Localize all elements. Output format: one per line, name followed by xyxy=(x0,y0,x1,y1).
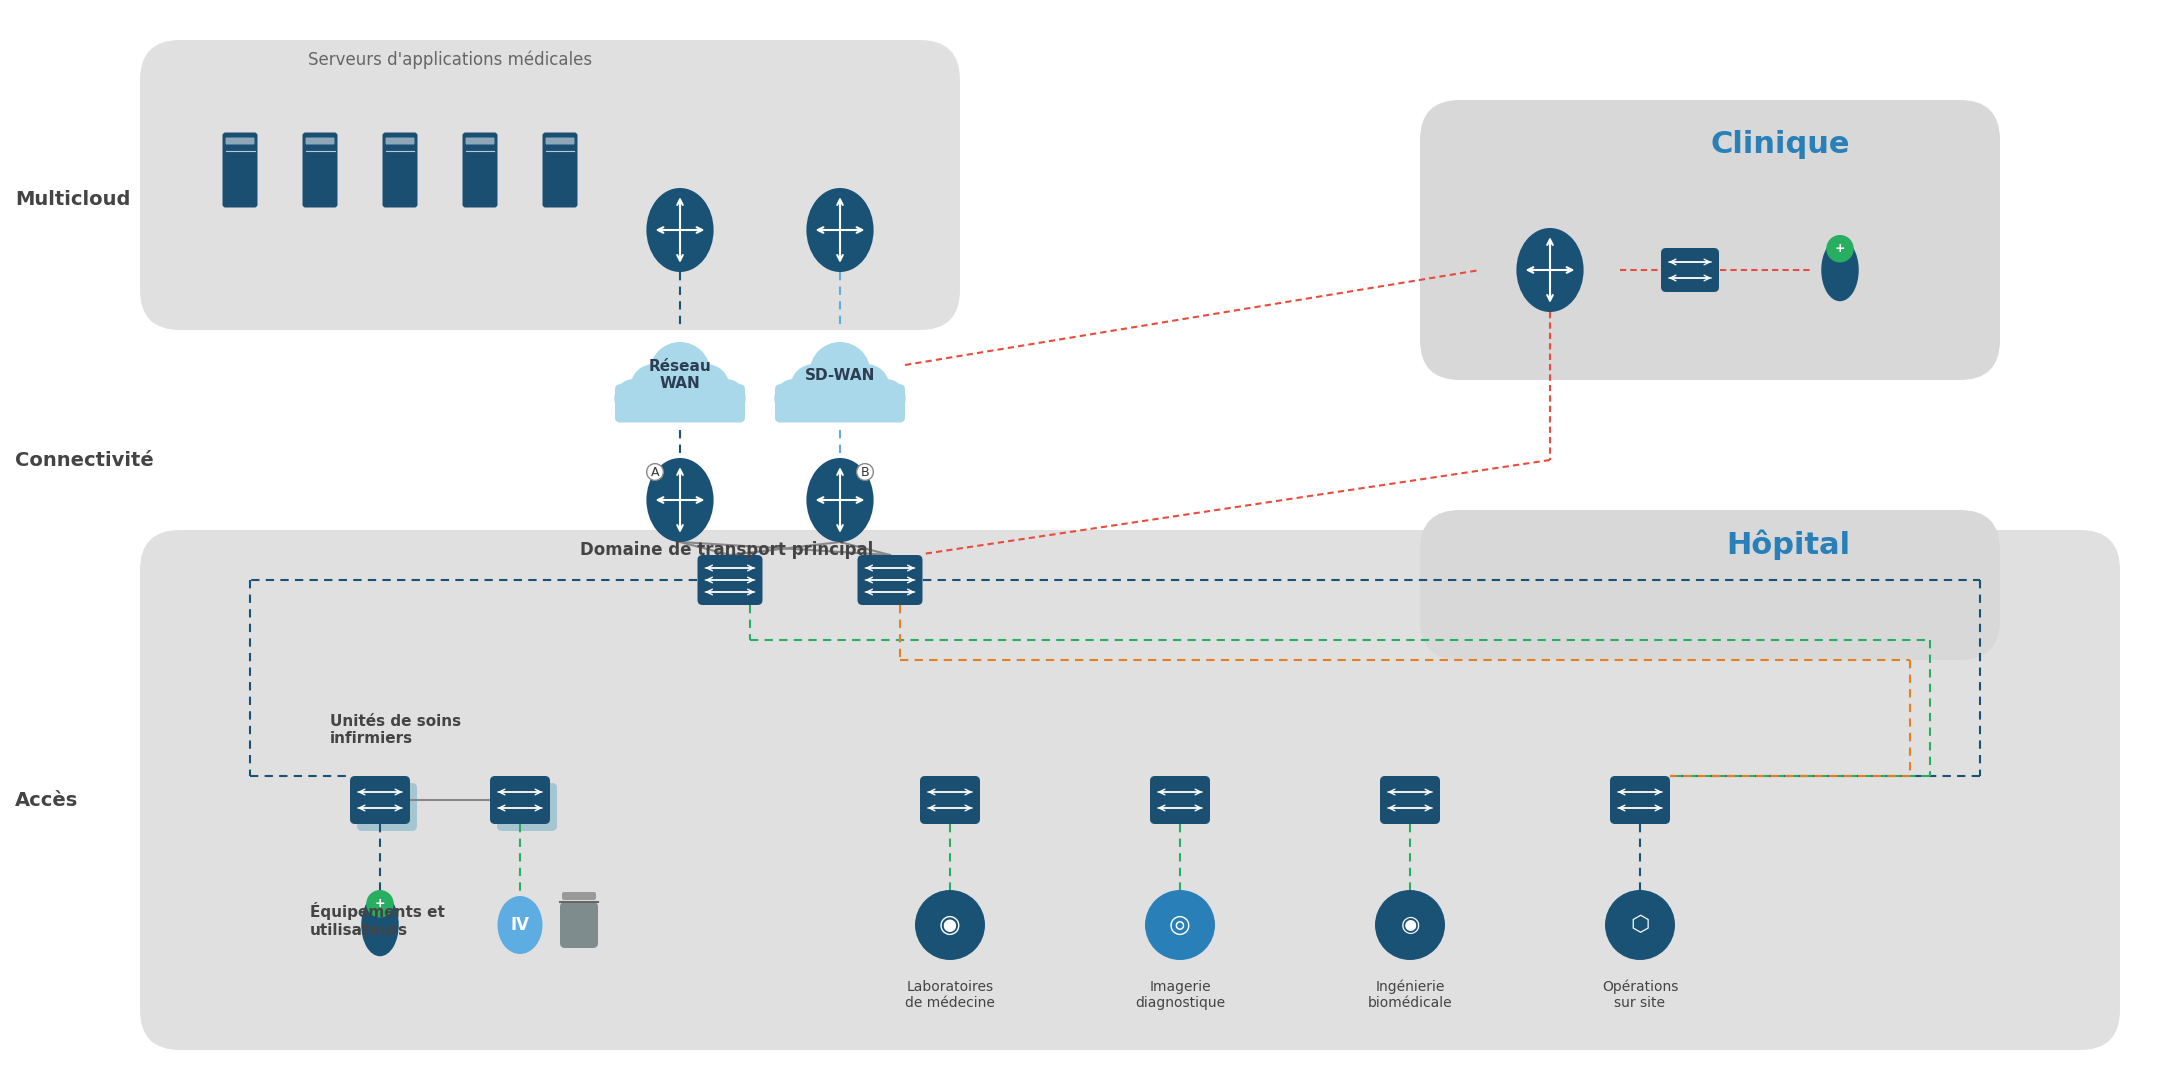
Ellipse shape xyxy=(1821,239,1860,301)
FancyBboxPatch shape xyxy=(140,40,959,330)
FancyBboxPatch shape xyxy=(462,133,497,207)
FancyBboxPatch shape xyxy=(497,783,557,831)
Circle shape xyxy=(773,379,814,418)
Circle shape xyxy=(367,890,393,918)
FancyBboxPatch shape xyxy=(1149,777,1210,824)
Text: Laboratoires
de médecine: Laboratoires de médecine xyxy=(905,980,996,1010)
Text: Multicloud: Multicloud xyxy=(15,190,130,210)
Text: ◉: ◉ xyxy=(940,913,961,937)
FancyBboxPatch shape xyxy=(1661,248,1719,292)
FancyBboxPatch shape xyxy=(546,137,575,145)
FancyBboxPatch shape xyxy=(490,777,551,824)
Text: Clinique: Clinique xyxy=(1711,130,1849,159)
Text: SD-WAN: SD-WAN xyxy=(806,367,875,382)
Circle shape xyxy=(1376,890,1445,960)
FancyBboxPatch shape xyxy=(858,555,922,605)
Circle shape xyxy=(706,379,745,418)
Circle shape xyxy=(810,342,870,403)
Ellipse shape xyxy=(646,188,713,272)
Text: Imagerie
diagnostique: Imagerie diagnostique xyxy=(1134,980,1225,1010)
Text: +: + xyxy=(374,897,384,910)
FancyBboxPatch shape xyxy=(356,783,417,831)
FancyBboxPatch shape xyxy=(140,530,2119,1050)
FancyBboxPatch shape xyxy=(222,133,257,207)
Text: IV: IV xyxy=(510,916,529,934)
Circle shape xyxy=(650,342,711,403)
FancyBboxPatch shape xyxy=(1609,777,1670,824)
Text: ◉: ◉ xyxy=(1400,915,1419,935)
FancyBboxPatch shape xyxy=(305,137,335,145)
FancyBboxPatch shape xyxy=(542,133,577,207)
Ellipse shape xyxy=(361,894,400,956)
FancyBboxPatch shape xyxy=(1380,777,1441,824)
FancyBboxPatch shape xyxy=(384,137,415,145)
Ellipse shape xyxy=(806,188,873,272)
Circle shape xyxy=(916,890,985,960)
Circle shape xyxy=(683,364,730,411)
FancyBboxPatch shape xyxy=(225,137,255,145)
Circle shape xyxy=(791,364,838,411)
FancyBboxPatch shape xyxy=(559,902,598,948)
FancyBboxPatch shape xyxy=(562,892,596,900)
Circle shape xyxy=(1605,890,1674,960)
FancyBboxPatch shape xyxy=(698,555,762,605)
Text: A: A xyxy=(650,465,659,478)
Text: Opérations
sur site: Opérations sur site xyxy=(1603,980,1678,1011)
Text: Hôpital: Hôpital xyxy=(1726,530,1849,561)
Text: ⬡: ⬡ xyxy=(1631,915,1650,935)
Circle shape xyxy=(1145,890,1214,960)
Text: Équipements et
utilisateurs: Équipements et utilisateurs xyxy=(311,902,445,937)
FancyBboxPatch shape xyxy=(920,777,981,824)
Text: Domaine de transport principal: Domaine de transport principal xyxy=(581,541,873,559)
Text: Ingénierie
biomédicale: Ingénierie biomédicale xyxy=(1367,980,1452,1011)
Circle shape xyxy=(613,379,652,418)
Text: ◎: ◎ xyxy=(1169,913,1190,937)
FancyBboxPatch shape xyxy=(382,133,417,207)
FancyBboxPatch shape xyxy=(302,133,337,207)
Text: Connectivité: Connectivité xyxy=(15,450,153,470)
Circle shape xyxy=(631,364,678,411)
Text: Serveurs d'applications médicales: Serveurs d'applications médicales xyxy=(309,51,592,69)
Circle shape xyxy=(866,379,905,418)
Ellipse shape xyxy=(1516,228,1583,312)
Text: Réseau
WAN: Réseau WAN xyxy=(648,359,711,391)
Ellipse shape xyxy=(806,458,873,542)
Circle shape xyxy=(1825,235,1853,262)
FancyBboxPatch shape xyxy=(616,384,745,422)
Text: +: + xyxy=(1834,242,1845,255)
FancyBboxPatch shape xyxy=(1419,100,2000,380)
FancyBboxPatch shape xyxy=(775,384,905,422)
Text: B: B xyxy=(860,465,868,478)
Circle shape xyxy=(842,364,890,411)
Ellipse shape xyxy=(497,896,542,954)
Ellipse shape xyxy=(646,458,713,542)
FancyBboxPatch shape xyxy=(467,137,495,145)
FancyBboxPatch shape xyxy=(1419,510,2000,660)
Text: Accès: Accès xyxy=(15,791,78,810)
Text: Unités de soins
infirmiers: Unités de soins infirmiers xyxy=(330,714,460,746)
FancyBboxPatch shape xyxy=(350,777,410,824)
